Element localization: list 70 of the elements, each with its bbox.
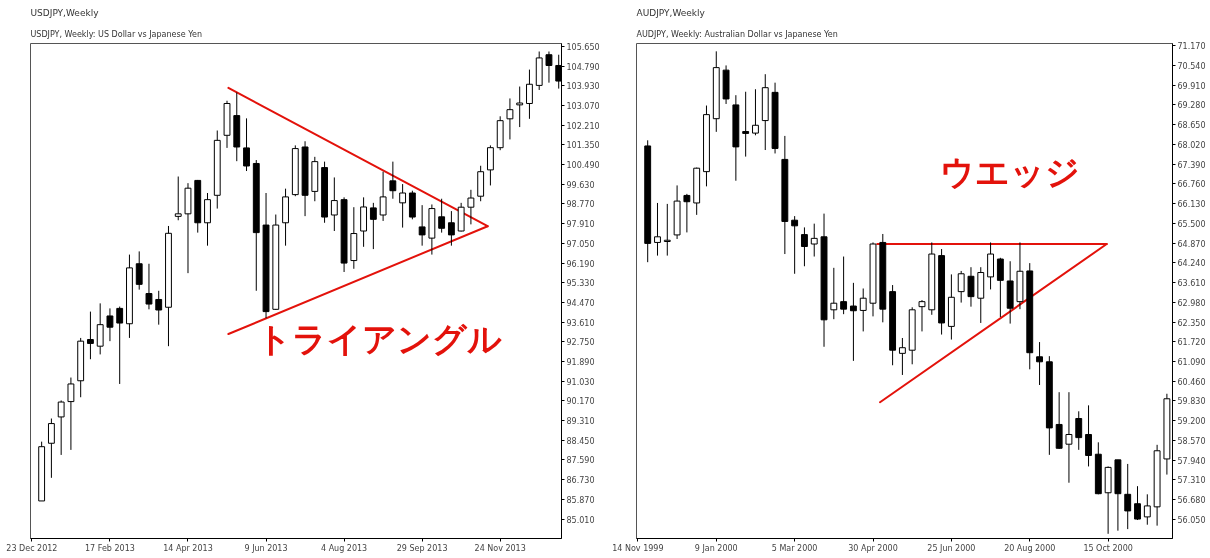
chart-title: AUDJPY,Weekly xyxy=(636,7,706,18)
y-tick-label: 57.310 xyxy=(1177,476,1206,486)
x-tick-label: 15 Oct 2000 xyxy=(1083,543,1133,553)
y-tick-label: 57.940 xyxy=(1177,456,1206,466)
y-tick-label: 71.170 xyxy=(1177,42,1206,52)
y-tick-label: 69.280 xyxy=(1177,101,1206,111)
y-tick-label: 92.750 xyxy=(566,338,595,348)
y-tick-label: 69.910 xyxy=(1177,81,1206,91)
x-tick-label: 29 Sep 2013 xyxy=(396,543,448,553)
y-tick-label: 68.650 xyxy=(1177,121,1206,131)
x-tick-label: 25 Jun 2000 xyxy=(927,543,976,553)
y-tick-label: 91.030 xyxy=(566,377,595,387)
y-tick-label: 85.870 xyxy=(566,495,595,505)
y-tick-label: 102.210 xyxy=(566,121,600,131)
x-tick-label: 5 Mar 2000 xyxy=(771,543,818,553)
y-tick-label: 85.010 xyxy=(566,515,595,525)
y-tick-label: 105.650 xyxy=(566,42,600,52)
y-tick-label: 66.130 xyxy=(1177,200,1206,210)
y-tick-label: 87.590 xyxy=(566,456,595,466)
y-tick-label: 64.870 xyxy=(1177,239,1206,249)
y-tick-label: 88.450 xyxy=(566,436,595,446)
y-tick-label: 62.980 xyxy=(1177,298,1206,308)
y-tick-label: 56.050 xyxy=(1177,515,1206,525)
y-tick-label: 94.470 xyxy=(566,298,595,308)
y-tick-label: 103.070 xyxy=(566,102,600,112)
x-tick-label: 17 Feb 2013 xyxy=(85,543,135,553)
y-tick-label: 66.760 xyxy=(1177,180,1206,190)
y-tick-label: 93.610 xyxy=(566,318,595,328)
y-tick-label: 64.240 xyxy=(1177,259,1206,269)
x-tick-label: 30 Apr 2000 xyxy=(848,543,898,553)
y-tick-label: 58.570 xyxy=(1177,436,1206,446)
y-tick-label: 100.490 xyxy=(566,161,600,171)
y-tick-label: 61.090 xyxy=(1177,357,1206,367)
y-tick-label: 59.830 xyxy=(1177,397,1206,407)
y-tick-label: 68.020 xyxy=(1177,140,1206,150)
x-tick-label: 14 Apr 2013 xyxy=(163,543,213,553)
x-tick-label: 9 Jun 2013 xyxy=(244,543,288,553)
y-tick-label: 90.170 xyxy=(566,397,595,407)
y-tick-label: 98.770 xyxy=(566,200,595,210)
y-tick-label: 56.680 xyxy=(1177,496,1206,506)
annotation: ウエッジ xyxy=(939,152,1080,193)
y-tick-label: 67.390 xyxy=(1177,160,1206,170)
x-tick-label: 24 Nov 2013 xyxy=(474,543,526,553)
x-tick-label: 4 Aug 2013 xyxy=(321,543,368,553)
y-tick-label: 103.930 xyxy=(566,82,600,92)
x-tick-label: 23 Dec 2012 xyxy=(6,543,58,553)
y-tick-label: 99.630 xyxy=(566,180,595,190)
chart-subtitle: AUDJPY, Weekly: Australian Dollar vs Japanese Yen xyxy=(636,29,838,39)
x-tick-label: 20 Aug 2000 xyxy=(1004,543,1056,553)
y-tick-label: 91.890 xyxy=(566,358,595,368)
y-tick-label: 101.350 xyxy=(566,141,600,151)
y-tick-label: 61.720 xyxy=(1177,338,1206,348)
y-tick-label: 59.200 xyxy=(1177,417,1206,427)
y-tick-label: 63.610 xyxy=(1177,279,1206,289)
annotation: トライアングル xyxy=(257,318,503,359)
y-tick-label: 96.190 xyxy=(566,259,595,269)
chart-subtitle: USDJPY, Weekly: US Dollar vs Japanese Yen xyxy=(30,29,202,39)
y-tick-label: 97.910 xyxy=(566,220,595,230)
y-tick-label: 86.730 xyxy=(566,476,595,486)
y-tick-label: 97.050 xyxy=(566,239,595,249)
y-tick-label: 65.500 xyxy=(1177,219,1206,229)
y-tick-label: 89.310 xyxy=(566,417,595,427)
x-tick-label: 9 Jan 2000 xyxy=(694,543,738,553)
y-tick-label: 95.330 xyxy=(566,279,595,289)
y-tick-label: 70.540 xyxy=(1177,61,1206,71)
y-tick-label: 104.790 xyxy=(566,62,600,72)
y-tick-label: 60.460 xyxy=(1177,377,1206,387)
y-tick-label: 62.350 xyxy=(1177,318,1206,328)
x-tick-label: 14 Nov 1999 xyxy=(612,543,664,553)
chart-title: USDJPY,Weekly xyxy=(30,7,100,18)
